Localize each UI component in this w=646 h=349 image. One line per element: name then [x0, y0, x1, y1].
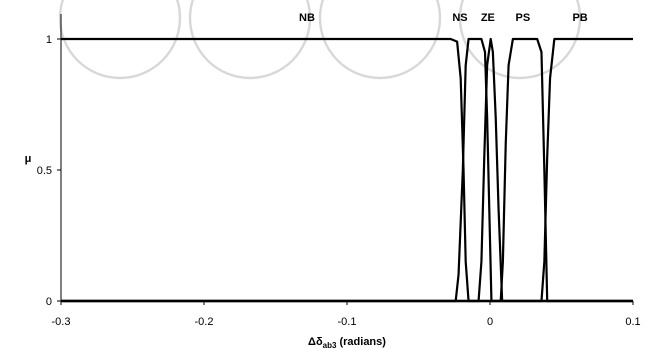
membership-curves [61, 37, 633, 303]
membership-curve-3 [61, 37, 633, 303]
y-tick-label: 0.5 [37, 165, 52, 177]
membership-label: PS [516, 12, 531, 24]
membership-label: PB [572, 12, 587, 24]
x-tick-label: -0.1 [338, 316, 357, 328]
x-tick-label: 0.1 [625, 316, 640, 328]
y-axis-title: μ [25, 153, 32, 165]
x-ticks: -0.3 -0.2 -0.1 0 0.1 [52, 301, 641, 328]
x-tick-label: -0.3 [52, 316, 71, 328]
y-ticks: 00.51 [37, 34, 61, 308]
x-axis-title-main: Δδ [308, 336, 323, 348]
x-axis-title-subscript: ab3 [323, 341, 337, 349]
x-axis-title-units: (radians) [336, 336, 386, 348]
membership-label: ZE [481, 12, 495, 24]
membership-label: NS [452, 12, 467, 24]
x-tick-label: -0.2 [195, 316, 214, 328]
x-axis-title: Δδab3 (radians) [308, 336, 386, 349]
membership-curve-2 [61, 37, 633, 303]
watermark-logo [58, 0, 582, 80]
membership-labels: NB NS ZE PS PB [299, 12, 588, 24]
membership-curve-4 [61, 37, 633, 303]
y-tick-label: 0 [46, 296, 52, 308]
membership-label: NB [299, 12, 315, 24]
membership-curve-1 [61, 37, 633, 303]
membership-curve-0 [61, 37, 633, 303]
x-tick-label: 0 [487, 316, 493, 328]
y-tick-label: 1 [46, 34, 52, 46]
